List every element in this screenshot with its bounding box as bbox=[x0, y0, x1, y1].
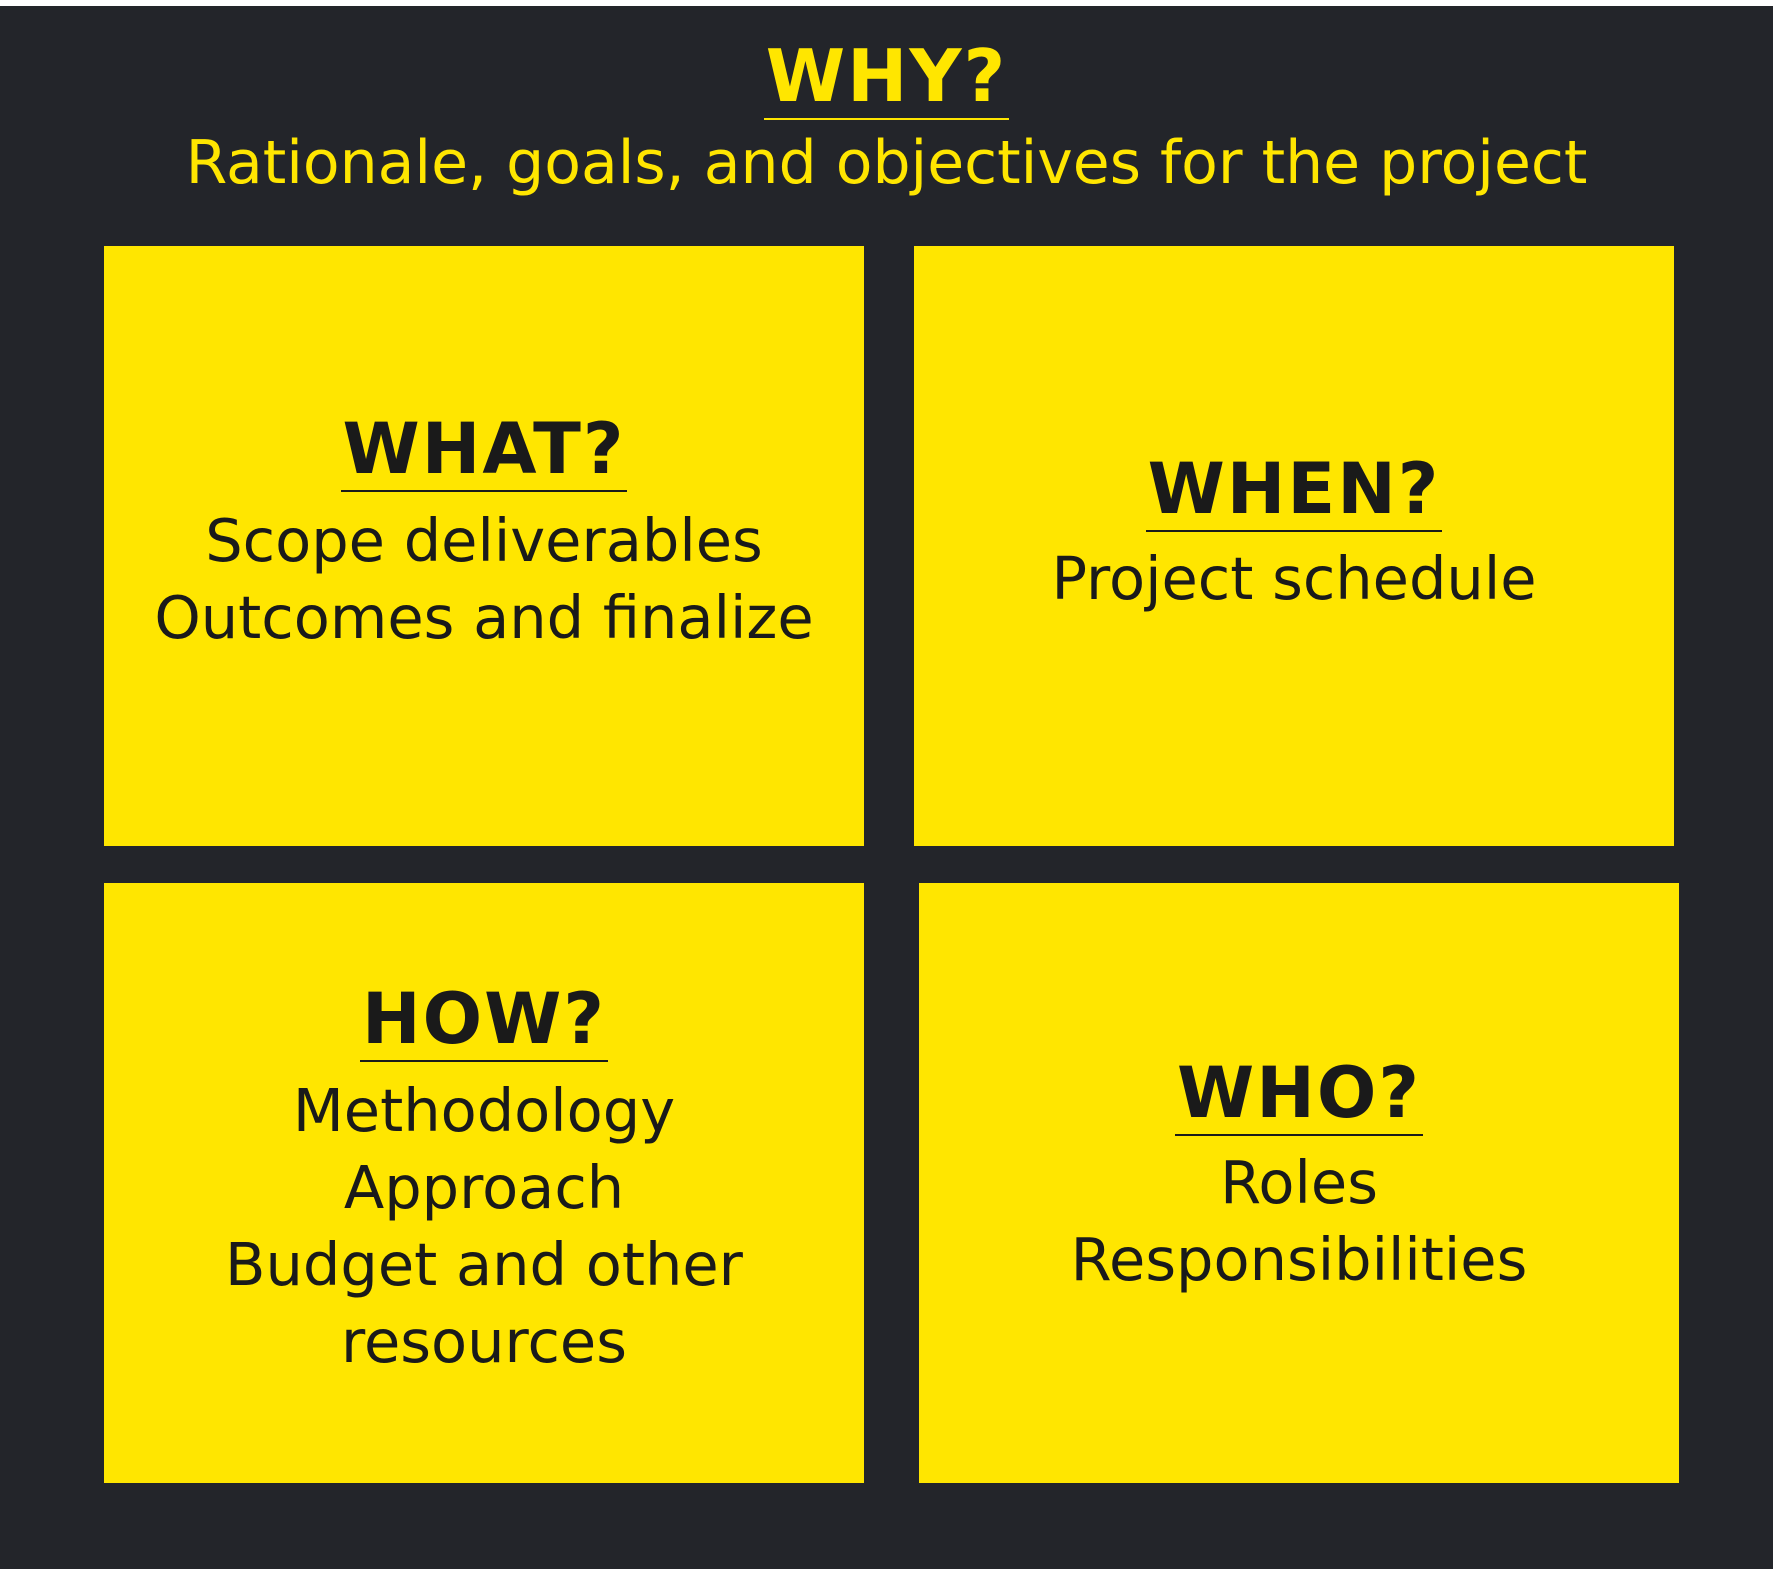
who-title: WHO? bbox=[1175, 1052, 1423, 1136]
how-title: HOW? bbox=[360, 978, 608, 1062]
when-card: WHEN? Project schedule bbox=[914, 246, 1674, 846]
how-line-1: Methodology bbox=[292, 1076, 676, 1145]
how-card-body: HOW? Methodology Approach Budget and oth… bbox=[225, 976, 743, 1380]
who-card: WHO? Roles Responsibilities bbox=[919, 883, 1679, 1483]
when-title: WHEN? bbox=[1145, 447, 1443, 532]
what-line-1: Scope deliverables bbox=[205, 506, 763, 575]
what-card-body: WHAT? Scope deliverables Outcomes and fi… bbox=[154, 406, 813, 656]
how-line-4: resources bbox=[341, 1307, 627, 1376]
when-card-body: WHEN? Project schedule bbox=[1051, 446, 1536, 617]
why-subtitle: Rationale, goals, and objectives for the… bbox=[185, 128, 1588, 198]
how-card: HOW? Methodology Approach Budget and oth… bbox=[104, 883, 864, 1483]
why-title: WHY? bbox=[763, 34, 1010, 120]
how-line-2: Approach bbox=[343, 1153, 625, 1222]
what-line-2: Outcomes and finalize bbox=[154, 583, 814, 652]
who-card-body: WHO? Roles Responsibilities bbox=[1071, 1050, 1528, 1298]
why-header: WHY? Rationale, goals, and objectives fo… bbox=[0, 32, 1773, 201]
when-line-1: Project schedule bbox=[1051, 543, 1537, 613]
how-line-3: Budget and other bbox=[225, 1230, 743, 1299]
what-card: WHAT? Scope deliverables Outcomes and fi… bbox=[104, 246, 864, 846]
who-line-1: Roles bbox=[1220, 1148, 1378, 1217]
who-line-2: Responsibilities bbox=[1070, 1225, 1528, 1294]
what-title: WHAT? bbox=[340, 408, 628, 492]
